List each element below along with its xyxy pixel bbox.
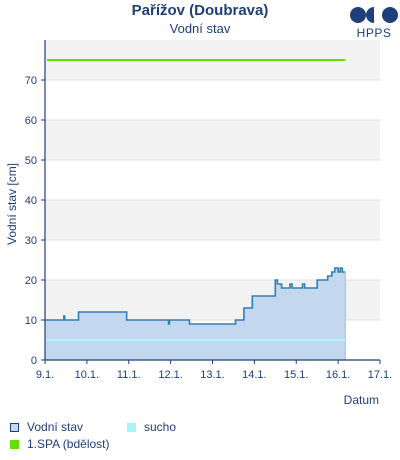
legend-label: 1.SPA (bdělost) <box>27 437 110 451</box>
x-tick-label: 11.1. <box>117 369 141 381</box>
hpps-logo: HPPS <box>348 6 400 40</box>
x-tick-label: 16.1. <box>326 369 350 381</box>
legend-item-1spa: 1.SPA (bdělost) <box>10 437 110 451</box>
grid-band <box>45 200 380 240</box>
y-tick-label: 20 <box>25 275 37 287</box>
x-axis-label: Datum <box>344 393 379 407</box>
y-tick-label: 50 <box>25 155 37 167</box>
x-tick-label: 12.1. <box>158 369 182 381</box>
x-tick-label: 17.1. <box>368 369 392 381</box>
chart-title: Pařížov (Doubrava) <box>131 2 269 19</box>
grid-band <box>45 160 380 200</box>
legend-swatch <box>10 423 19 433</box>
y-tick-label: 10 <box>25 315 37 327</box>
y-tick-label: 30 <box>25 235 37 247</box>
x-tick-label: 10.1. <box>75 369 99 381</box>
grid-band <box>45 240 380 280</box>
y-axis-label: Vodní stav [cm] <box>5 163 19 245</box>
x-tick-label: 14.1. <box>242 369 266 381</box>
water-level-line <box>45 267 346 325</box>
y-tick-label: 0 <box>31 355 37 367</box>
y-tick-label: 60 <box>25 115 37 127</box>
legend-swatch <box>127 423 136 433</box>
hpps-logo-icon <box>350 7 398 23</box>
grid-band <box>45 120 380 160</box>
grid-band <box>45 80 380 120</box>
legend-item-sucho: sucho <box>127 420 176 434</box>
legend-label: sucho <box>144 420 177 434</box>
legend-label: Vodní stav <box>27 420 84 434</box>
y-tick-label: 70 <box>25 75 37 87</box>
legend-item-vodni-stav: Vodní stav <box>10 420 83 434</box>
x-tick-label: 9.1. <box>36 369 54 381</box>
water-level-area <box>45 268 346 360</box>
x-tick-label: 15.1. <box>284 369 308 381</box>
x-tick-label: 13.1. <box>200 369 224 381</box>
y-tick-label: 40 <box>25 195 37 207</box>
legend-swatch <box>10 440 19 450</box>
chart-subtitle: Vodní stav <box>169 21 231 36</box>
logo-text: HPPS <box>356 26 392 40</box>
